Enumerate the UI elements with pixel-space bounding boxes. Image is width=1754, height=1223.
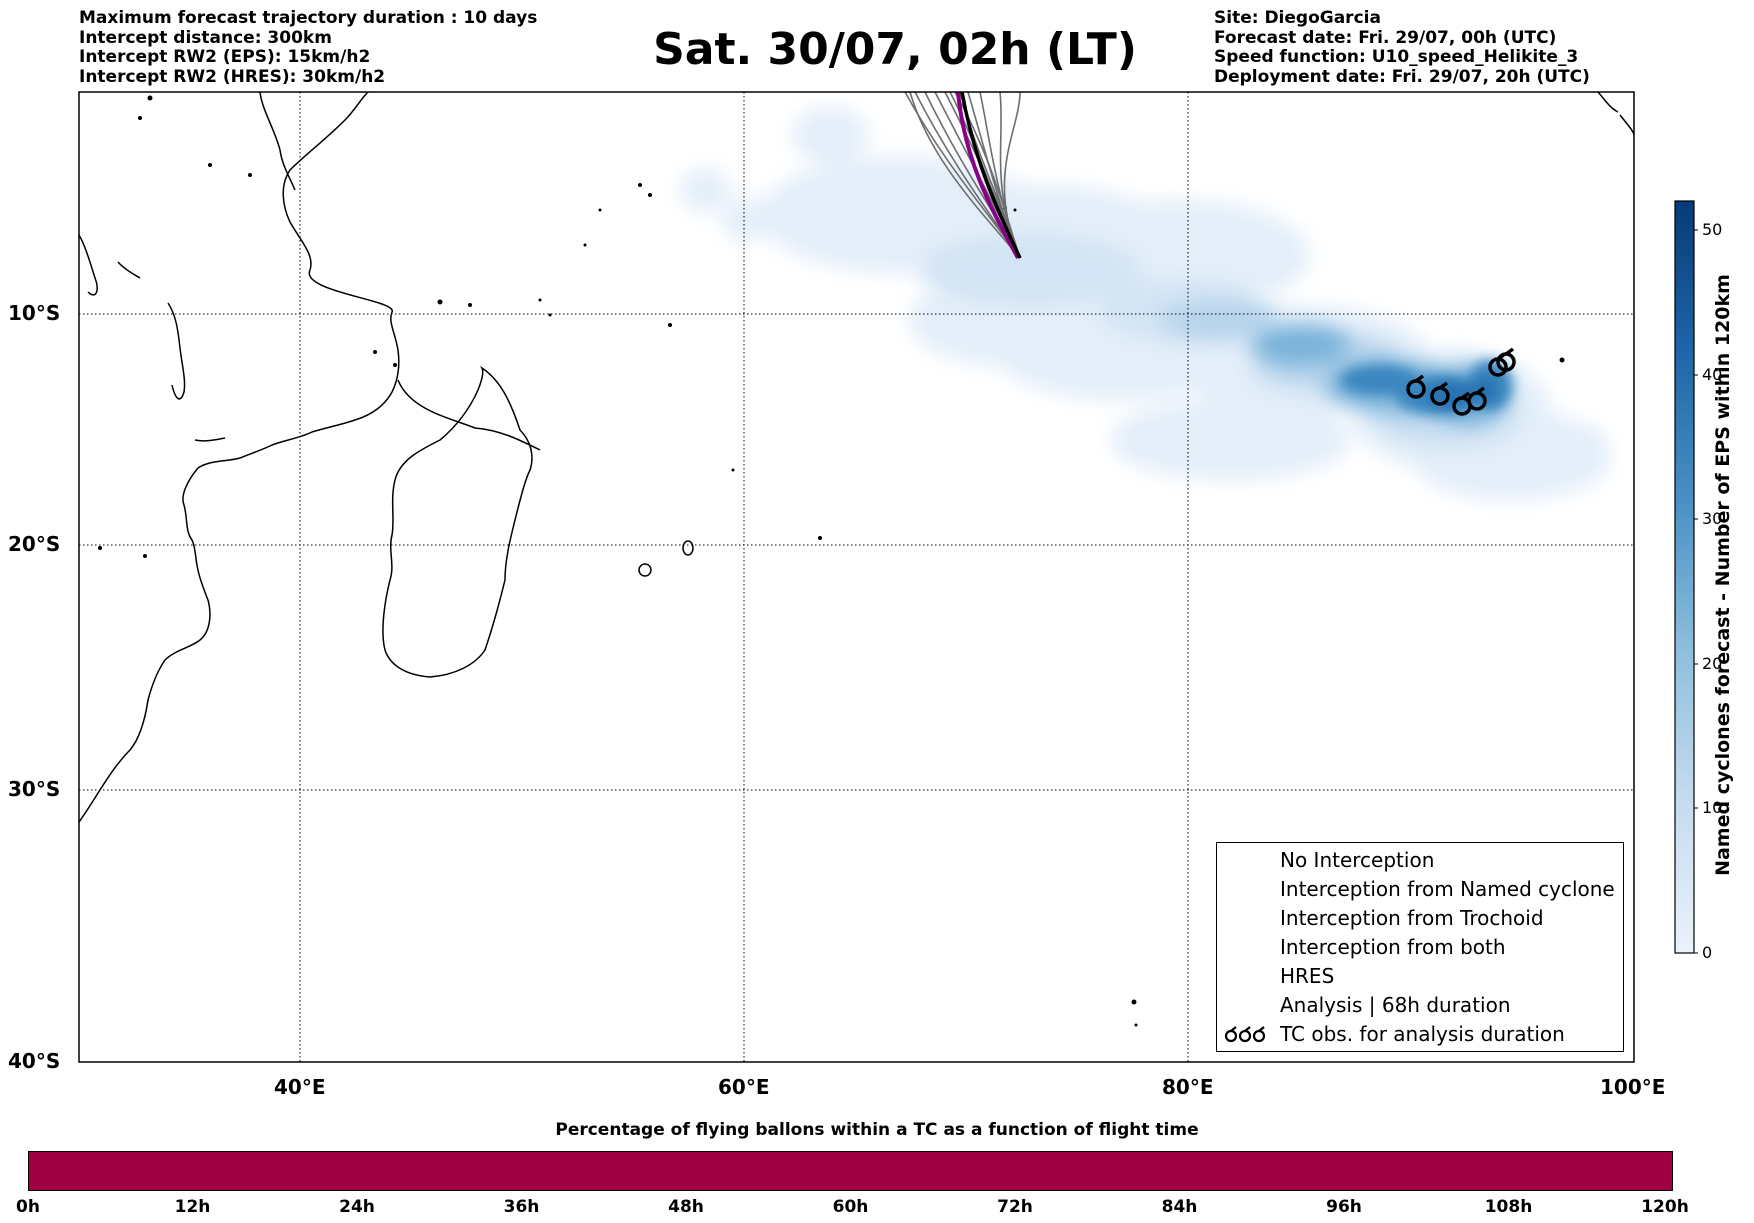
flight-time-tick: 72h [997, 1197, 1033, 1217]
legend-label: TC obs. for analysis duration [1280, 1022, 1565, 1046]
flight-time-tick: 48h [668, 1197, 704, 1217]
header-right-info: Site: DiegoGarcia Forecast date: Fri. 29… [1214, 8, 1590, 87]
coastlines [79, 92, 1634, 823]
map-legend: No Interception Interception from Named … [1216, 842, 1624, 1052]
cyclone-symbol-icon [1224, 1026, 1266, 1043]
flight-time-tick: 36h [503, 1197, 540, 1217]
colorbar-tick-label: 40 [1702, 365, 1723, 384]
header-left-info: Maximum forecast trajectory duration : 1… [79, 8, 538, 87]
map-gridlines [79, 92, 1634, 1062]
tc-observations [1406, 347, 1516, 416]
flight-time-title: Percentage of flying ballons within a TC… [555, 1120, 1199, 1140]
flight-time-tick: 84h [1161, 1197, 1198, 1217]
hres-trajectory [956, 92, 1020, 259]
flight-time-tick: 0h [16, 1197, 40, 1217]
colorbar-ticks [1694, 229, 1698, 954]
header-left-line: Intercept distance: 300km [79, 27, 332, 48]
cyclone-density-field [680, 107, 1610, 500]
legend-item: Interception from Named cyclone [1217, 874, 1623, 903]
legend-item: HRES [1217, 961, 1623, 990]
header-right-line: Deployment date: Fri. 29/07, 20h (UTC) [1214, 66, 1590, 87]
legend-label: HRES [1280, 964, 1335, 988]
flight-time-tick: 96h [1326, 1197, 1362, 1217]
flight-time-tick: 24h [339, 1197, 375, 1217]
header-left-line: Maximum forecast trajectory duration : 1… [79, 8, 538, 28]
colorbar-label: Named cyclones forecast - Number of EPS … [1712, 274, 1734, 876]
map-frame [78, 91, 1635, 1063]
small-islands [98, 95, 1565, 1027]
header-left-line: Intercept RW2 (HRES): 30km/h2 [79, 66, 386, 87]
colorbar-bar [1674, 200, 1695, 954]
colorbar-tick-label: 30 [1702, 509, 1723, 528]
lat-tick-label: 20°S [8, 532, 61, 556]
header-right-line: Forecast date: Fri. 29/07, 00h (UTC) [1214, 27, 1557, 48]
flight-time-bar [28, 1151, 1673, 1191]
colorbar-tick-label: 20 [1702, 654, 1723, 673]
legend-label: Interception from Trochoid [1280, 906, 1544, 930]
lat-tick-label: 10°S [8, 301, 61, 325]
header-right-line: Speed function: U10_speed_Helikite_3 [1214, 47, 1579, 67]
colorbar-tick-label: 50 [1702, 220, 1723, 239]
header-left-line: Intercept RW2 (EPS): 15km/h2 [79, 47, 371, 67]
legend-label: Interception from Named cyclone [1280, 877, 1615, 901]
lon-tick-label: 100°E [1600, 1075, 1666, 1099]
lon-tick-label: 60°E [718, 1075, 770, 1099]
lat-tick-label: 40°S [8, 1049, 61, 1073]
header-right-line: Site: DiegoGarcia [1214, 8, 1381, 28]
map-title: Sat. 30/07, 02h (LT) [653, 24, 1137, 75]
flight-time-tick: 120h [1641, 1197, 1689, 1217]
legend-item: No Interception [1217, 845, 1623, 874]
legend-item: Analysis | 68h duration [1217, 990, 1623, 1019]
colorbar-tick-label: 10 [1702, 798, 1723, 817]
lon-tick-label: 40°E [274, 1075, 326, 1099]
legend-item: Interception from both [1217, 932, 1623, 961]
legend-item: TC obs. for analysis duration [1217, 1019, 1623, 1048]
lat-tick-label: 30°S [8, 777, 61, 801]
colorbar-tick-label: 0 [1702, 943, 1713, 962]
flight-time-tick: 12h [174, 1197, 211, 1217]
legend-label: Interception from both [1280, 935, 1506, 959]
legend-label: Analysis | 68h duration [1280, 993, 1511, 1017]
legend-item: Interception from Trochoid [1217, 903, 1623, 932]
analysis-trajectory [960, 92, 1022, 259]
flight-time-tick: 60h [832, 1197, 869, 1217]
flight-time-tick: 108h [1484, 1197, 1533, 1217]
lon-tick-label: 80°E [1162, 1075, 1214, 1099]
legend-label: No Interception [1280, 848, 1435, 872]
